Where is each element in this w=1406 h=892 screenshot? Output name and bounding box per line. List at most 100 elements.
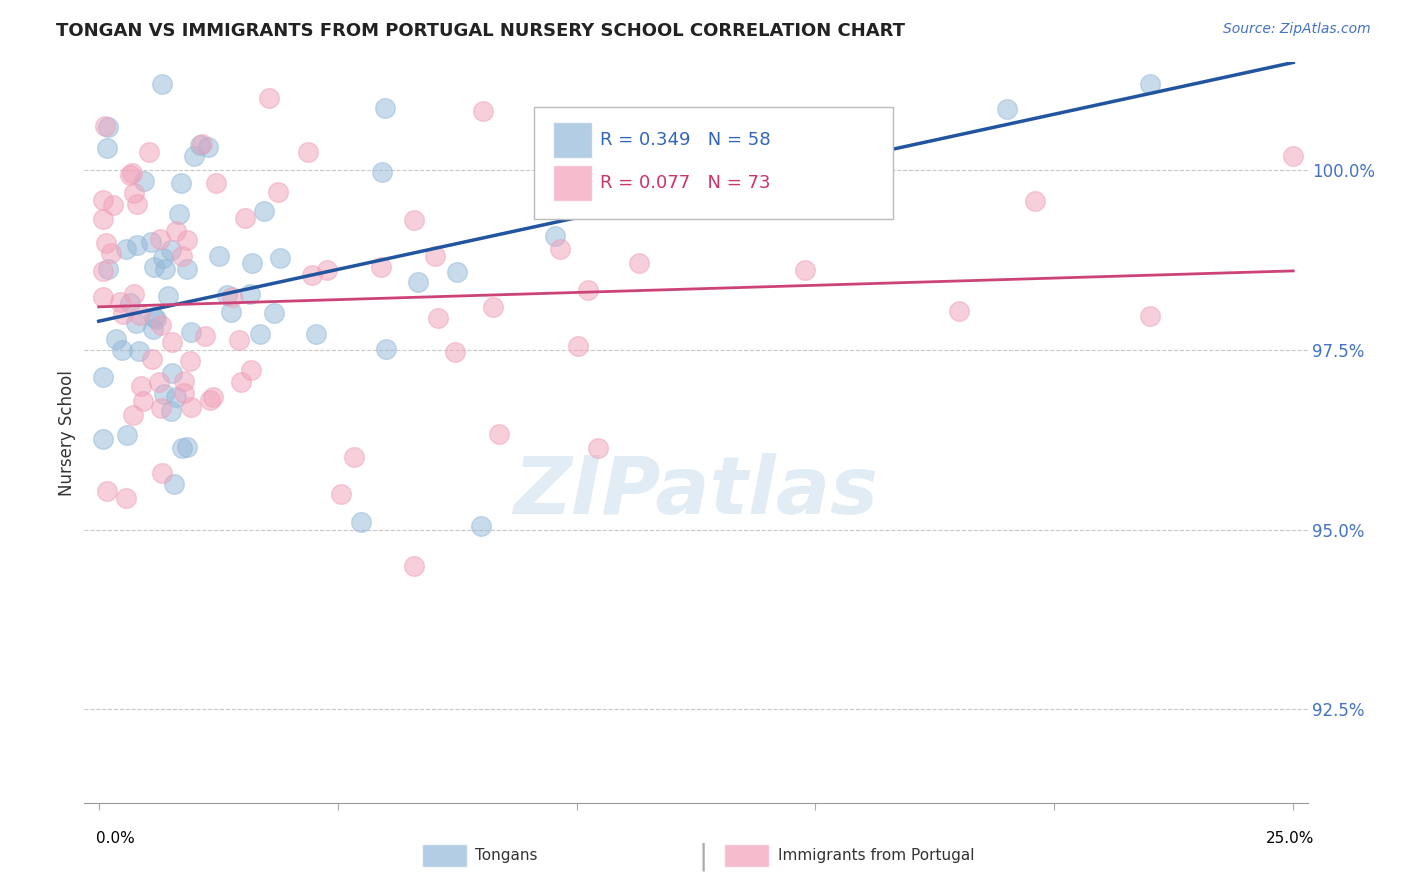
Point [444, 345, 467, 359]
Point [180, 401, 202, 415]
Point [793, 263, 815, 277]
Point [183, 149, 205, 163]
Point [122, 408, 145, 422]
Point [170, 176, 193, 190]
Point [198, 393, 221, 408]
Point [104, 332, 127, 346]
Text: Immigrants from Portugal: Immigrants from Portugal [778, 848, 974, 863]
Point [240, 362, 263, 376]
Point [370, 165, 392, 179]
Text: ZIPatlas: ZIPatlas [513, 453, 879, 531]
Point [150, 77, 173, 91]
Point [93, 432, 115, 446]
Point [1139, 309, 1161, 323]
Point [543, 228, 565, 243]
Point [138, 145, 160, 159]
Point [149, 318, 172, 333]
Point [374, 101, 396, 115]
Point [150, 466, 173, 480]
Point [122, 287, 145, 301]
Point [110, 295, 132, 310]
Point [194, 328, 217, 343]
Point [132, 174, 155, 188]
Point [315, 263, 337, 277]
Y-axis label: Nursery School: Nursery School [58, 369, 76, 496]
Point [488, 426, 510, 441]
Point [94, 235, 117, 250]
Point [159, 404, 181, 418]
Point [149, 232, 172, 246]
Point [118, 296, 141, 310]
Point [229, 375, 252, 389]
Point [139, 235, 162, 249]
Point [93, 212, 115, 227]
Point [425, 249, 447, 263]
Point [297, 145, 319, 160]
Text: TONGAN VS IMMIGRANTS FROM PORTUGAL NURSERY SCHOOL CORRELATION CHART: TONGAN VS IMMIGRANTS FROM PORTUGAL NURSE… [56, 22, 905, 40]
Point [127, 238, 149, 252]
Point [142, 310, 165, 324]
Point [240, 255, 263, 269]
Point [197, 140, 219, 154]
Text: R = 0.077   N = 73: R = 0.077 N = 73 [600, 174, 770, 192]
Point [370, 260, 392, 275]
Point [142, 322, 165, 336]
Text: 0.0%: 0.0% [96, 831, 135, 847]
Point [546, 177, 568, 191]
Point [472, 103, 495, 118]
Point [343, 450, 366, 464]
Point [141, 352, 163, 367]
Point [176, 261, 198, 276]
Point [148, 375, 170, 389]
Text: R = 0.349   N = 58: R = 0.349 N = 58 [600, 131, 770, 149]
Point [97, 261, 120, 276]
Point [180, 326, 202, 340]
Point [160, 335, 183, 350]
Point [173, 386, 195, 401]
Point [97, 120, 120, 134]
Point [202, 390, 225, 404]
Point [93, 370, 115, 384]
Text: |: | [699, 842, 707, 871]
Point [191, 136, 214, 151]
Text: Tongans: Tongans [475, 848, 537, 863]
Point [122, 186, 145, 201]
Point [145, 311, 167, 326]
Point [96, 483, 118, 498]
Point [172, 249, 194, 263]
Point [1139, 77, 1161, 91]
Point [550, 242, 572, 256]
Point [156, 289, 179, 303]
Point [159, 244, 181, 258]
Point [118, 168, 141, 182]
Point [153, 387, 176, 401]
Point [208, 249, 231, 263]
Point [267, 185, 290, 199]
Point [269, 251, 291, 265]
Point [1282, 149, 1305, 163]
Point [305, 326, 328, 341]
Point [112, 307, 135, 321]
Point [93, 290, 115, 304]
Point [402, 558, 425, 573]
Point [205, 176, 228, 190]
Point [408, 275, 430, 289]
Point [93, 193, 115, 207]
Point [170, 441, 193, 455]
Point [576, 283, 599, 297]
Point [301, 268, 323, 282]
Point [101, 197, 124, 211]
Point [228, 333, 250, 347]
Text: 25.0%: 25.0% [1267, 831, 1315, 847]
Point [128, 308, 150, 322]
Point [176, 233, 198, 247]
Point [263, 306, 285, 320]
Point [233, 211, 256, 225]
Point [259, 91, 281, 105]
Text: Source: ZipAtlas.com: Source: ZipAtlas.com [1223, 22, 1371, 37]
Point [427, 310, 450, 325]
Point [215, 287, 238, 301]
Point [143, 260, 166, 275]
Point [374, 342, 396, 356]
Point [125, 197, 148, 211]
